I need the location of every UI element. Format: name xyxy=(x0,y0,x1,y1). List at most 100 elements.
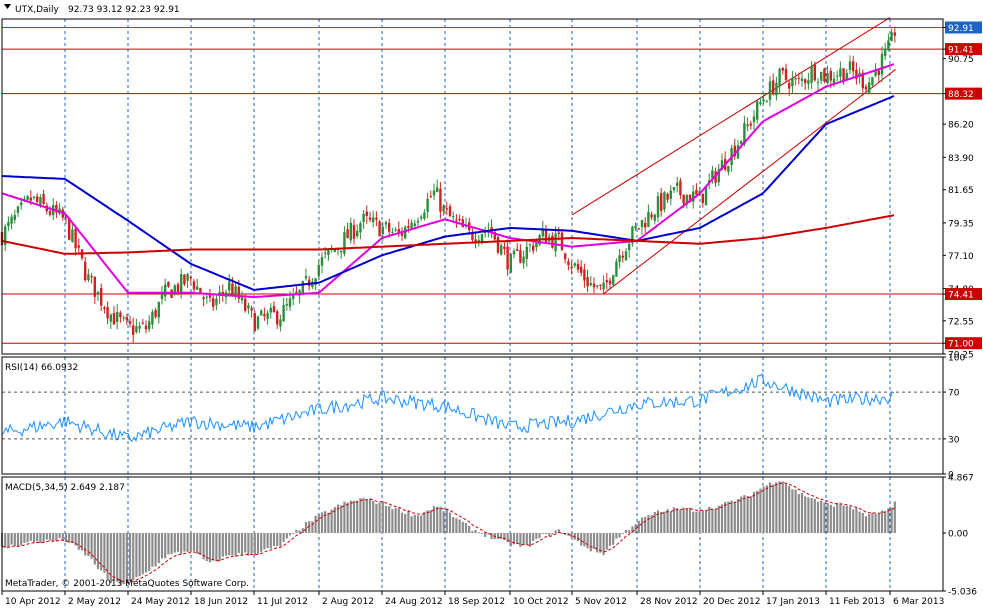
candlestick[interactable] xyxy=(445,201,448,215)
candlestick[interactable] xyxy=(672,186,676,193)
candlestick[interactable] xyxy=(349,217,352,244)
candlestick[interactable] xyxy=(781,67,784,75)
candlestick[interactable] xyxy=(144,320,148,334)
candlestick[interactable] xyxy=(125,314,128,325)
candlestick[interactable] xyxy=(816,78,820,91)
candlestick[interactable] xyxy=(429,190,432,199)
candlestick[interactable] xyxy=(90,273,93,284)
candlestick[interactable] xyxy=(282,297,285,322)
candlestick[interactable] xyxy=(516,242,519,252)
candlestick[interactable] xyxy=(666,192,669,204)
candlestick[interactable] xyxy=(135,318,138,334)
candlestick[interactable] xyxy=(727,165,730,176)
candlestick[interactable] xyxy=(647,204,650,228)
candlestick[interactable] xyxy=(400,227,404,241)
candlestick[interactable] xyxy=(186,272,189,289)
moving-average-ma-slow-line[interactable] xyxy=(1,214,895,255)
candlestick[interactable] xyxy=(109,313,112,329)
candlestick[interactable] xyxy=(116,304,119,330)
candlestick[interactable] xyxy=(599,284,602,291)
candlestick[interactable] xyxy=(580,260,583,277)
candlestick[interactable] xyxy=(880,46,884,83)
candlestick[interactable] xyxy=(573,261,576,268)
candlestick[interactable] xyxy=(384,220,388,229)
candlestick[interactable] xyxy=(157,301,160,324)
candlestick[interactable] xyxy=(704,185,708,206)
candlestick[interactable] xyxy=(196,278,199,291)
candlestick[interactable] xyxy=(496,236,500,255)
price-panel[interactable] xyxy=(0,17,943,344)
candlestick[interactable] xyxy=(439,181,442,219)
candlestick[interactable] xyxy=(848,55,852,75)
candlestick[interactable] xyxy=(32,196,36,201)
candlestick[interactable] xyxy=(132,317,135,343)
candlestick[interactable] xyxy=(621,251,624,263)
candlestick[interactable] xyxy=(420,214,423,221)
candlestick[interactable] xyxy=(183,274,186,287)
candlestick[interactable] xyxy=(624,248,628,261)
candlestick[interactable] xyxy=(16,205,20,217)
candlestick[interactable] xyxy=(839,61,842,83)
candlestick[interactable] xyxy=(397,221,400,237)
macd-panel[interactable] xyxy=(0,481,896,585)
candlestick[interactable] xyxy=(13,209,16,224)
candlestick[interactable] xyxy=(215,293,218,311)
candlestick[interactable] xyxy=(676,176,679,193)
candlestick[interactable] xyxy=(448,203,452,217)
candlestick[interactable] xyxy=(615,258,618,277)
candlestick[interactable] xyxy=(576,259,580,273)
candlestick[interactable] xyxy=(813,61,816,82)
candlestick[interactable] xyxy=(631,225,634,247)
candlestick[interactable] xyxy=(503,241,506,255)
candlestick[interactable] xyxy=(356,224,359,239)
candlestick[interactable] xyxy=(212,294,215,311)
candlestick[interactable] xyxy=(884,42,887,61)
candlestick[interactable] xyxy=(164,278,167,302)
candlestick[interactable] xyxy=(68,216,71,241)
candlestick[interactable] xyxy=(890,28,893,42)
candlestick[interactable] xyxy=(583,263,586,288)
candlestick[interactable] xyxy=(845,68,848,80)
candlestick[interactable] xyxy=(119,310,122,323)
candlestick[interactable] xyxy=(768,76,772,107)
candlestick[interactable] xyxy=(512,248,516,259)
candlestick[interactable] xyxy=(836,70,839,82)
candlestick[interactable] xyxy=(541,220,544,241)
candlestick[interactable] xyxy=(128,315,132,328)
candlestick[interactable] xyxy=(807,73,810,90)
candlestick[interactable] xyxy=(756,99,759,124)
candlestick[interactable] xyxy=(752,109,756,130)
candlestick[interactable] xyxy=(10,213,13,230)
candlestick[interactable] xyxy=(285,297,288,311)
candlestick[interactable] xyxy=(797,72,800,85)
candlestick[interactable] xyxy=(804,78,807,90)
candlestick[interactable] xyxy=(592,277,596,294)
candlestick[interactable] xyxy=(240,291,244,304)
candlestick[interactable] xyxy=(692,185,695,209)
candlestick[interactable] xyxy=(602,275,605,295)
candlestick[interactable] xyxy=(842,67,845,85)
candlestick[interactable] xyxy=(810,60,813,90)
candlestick[interactable] xyxy=(660,187,663,217)
candlestick[interactable] xyxy=(388,218,391,238)
candlestick[interactable] xyxy=(519,244,522,264)
candlestick[interactable] xyxy=(394,227,397,232)
candlestick[interactable] xyxy=(788,79,791,96)
candlestick[interactable] xyxy=(320,252,324,274)
candlestick[interactable] xyxy=(525,239,528,267)
candlestick[interactable] xyxy=(87,268,90,283)
candlestick[interactable] xyxy=(263,307,266,321)
candlestick[interactable] xyxy=(628,242,631,258)
candlestick[interactable] xyxy=(247,302,250,314)
candlestick[interactable] xyxy=(893,26,896,43)
candlestick[interactable] xyxy=(656,192,660,223)
candlestick[interactable] xyxy=(378,219,381,237)
candlestick[interactable] xyxy=(877,70,880,83)
candlestick[interactable] xyxy=(605,272,608,290)
candlestick[interactable] xyxy=(256,315,260,331)
candlestick[interactable] xyxy=(560,228,564,251)
candlestick[interactable] xyxy=(644,217,647,233)
candlestick[interactable] xyxy=(269,303,272,319)
candlestick[interactable] xyxy=(784,63,788,82)
candlestick[interactable] xyxy=(586,269,589,292)
